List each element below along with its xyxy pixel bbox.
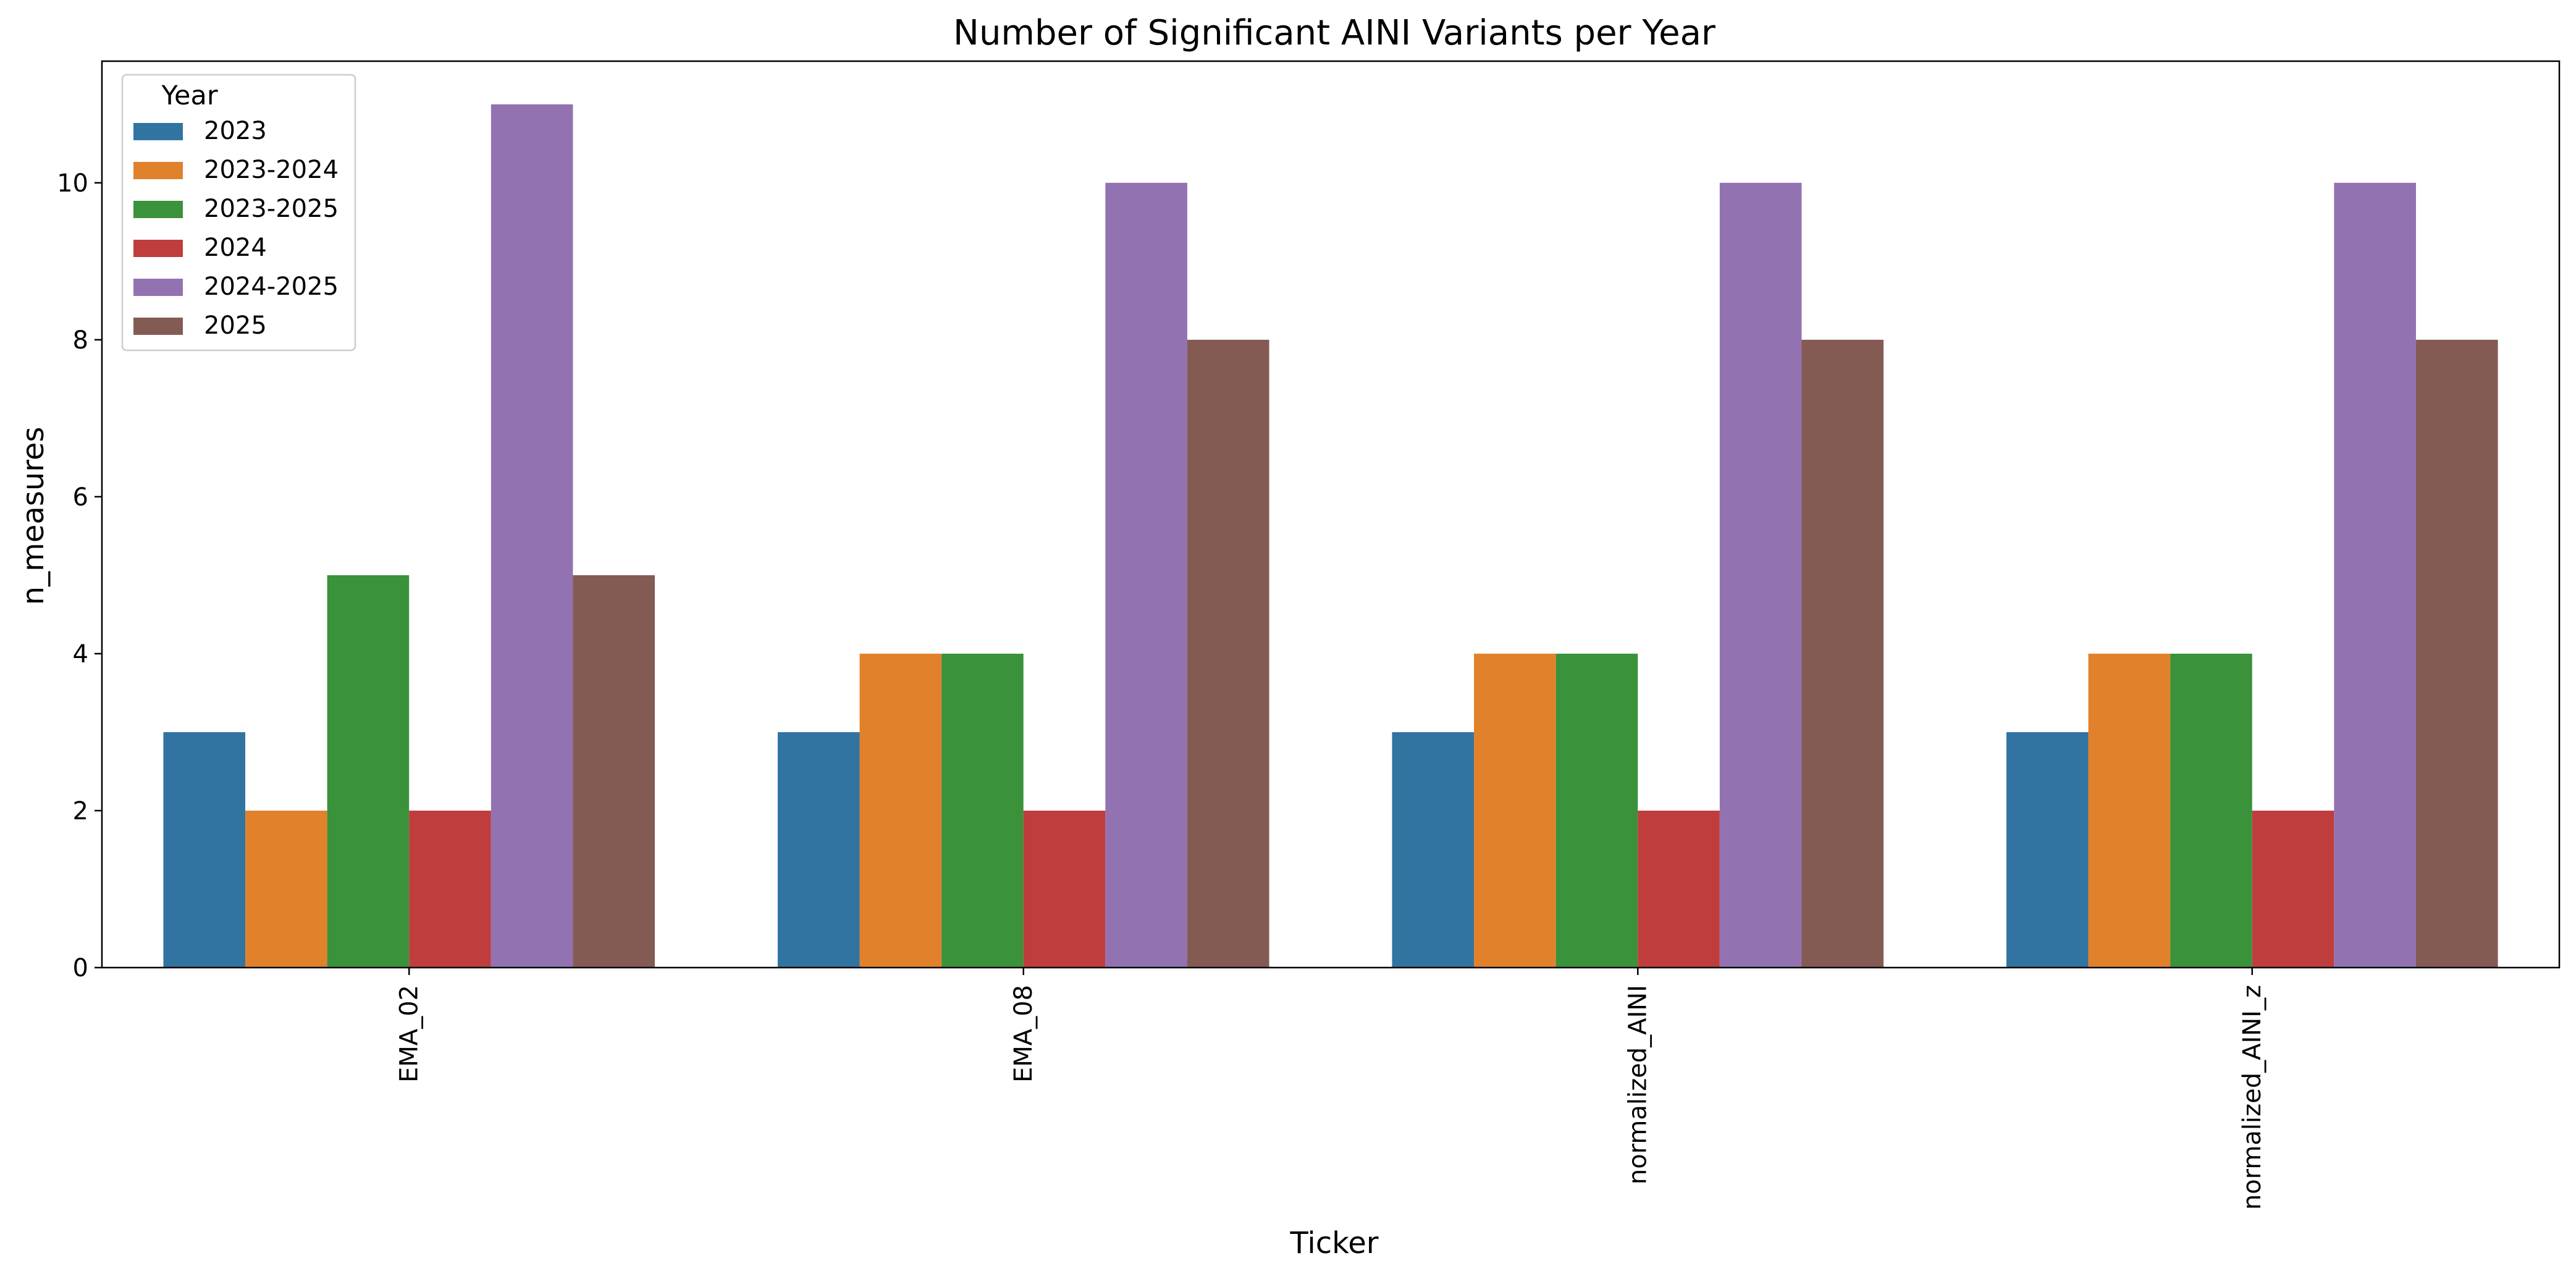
bar-ema-08-2023-2025 [941,653,1024,968]
y-tick-label: 2 [73,797,88,825]
bar-ema-08-2023-2024 [859,653,942,968]
bar-ema-08-2024 [1023,810,1106,968]
legend-swatch-2023 [133,123,183,140]
bar-ema-02-2023-2024 [245,810,327,968]
bar-ema-02-2024-2025 [490,104,573,968]
x-axis-label: Ticker [1290,1226,1379,1260]
bar-normalized-aini-z-2023-2025 [2170,653,2252,968]
bar-normalized-aini-2023 [1392,732,1475,968]
bar-ema-02-2024 [409,810,491,968]
legend-label-2024-2025: 2024-2025 [204,272,339,301]
y-tick-label: 8 [73,326,88,355]
bars-layer [163,104,2498,968]
legend-swatch-2024-2025 [133,279,183,296]
bar-ema-02-2025 [573,575,655,968]
legend-swatch-2025 [133,318,183,335]
bar-normalized-aini-z-2024 [2252,810,2334,968]
legend-label-2025: 2025 [204,311,267,340]
legend-swatch-2023-2025 [133,201,183,218]
bar-normalized-aini-z-2025 [2415,339,2498,968]
bar-normalized-aini-2023-2024 [1474,653,1556,968]
bar-ema-08-2024-2025 [1105,182,1187,968]
bar-normalized-aini-2023-2025 [1555,653,1638,968]
bar-normalized-aini-2024-2025 [1719,182,1802,968]
legend: Year 2023 2023-2024 2023-2025 2024 2024-2025 2… [121,74,356,352]
legend-title: Year [161,80,217,111]
y-tick-label: 0 [73,954,88,982]
y-tick-label: 4 [73,640,88,669]
bar-normalized-aini-2025 [1801,339,1884,968]
y-tick-label: 6 [73,483,88,512]
legend-label-2024: 2024 [204,234,267,262]
x-tick-label: EMA_08 [1009,985,1038,1083]
chart-title: Number of Significant AINI Variants per … [953,13,1716,53]
bar-normalized-aini-2024 [1638,810,1720,968]
legend-label-2023-2024: 2023-2024 [204,156,339,184]
legend-swatch-2023-2024 [133,162,183,179]
bar-ema-02-2023-2025 [327,575,410,968]
x-tick-label: normalized_AINI_z [2238,985,2267,1210]
bar-normalized-aini-z-2024-2025 [2334,182,2416,968]
axes-layer: EMA_02 EMA_08 normalized_AINI normalized_AI… [57,60,2561,1210]
bar-ema-08-2025 [1187,339,1269,968]
bar-ema-02-2023 [163,732,246,968]
plot-frame [101,60,2561,969]
bar-ema-08-2023 [777,732,860,968]
x-tick-label: EMA_02 [395,985,423,1083]
legend-label-2023-2025: 2023-2025 [204,195,339,223]
legend-swatch-2024 [133,240,183,257]
legend-label-2023: 2023 [204,117,267,145]
x-tick-label: normalized_AINI [1623,985,1652,1184]
y-tick-label: 10 [57,169,88,198]
bar-normalized-aini-z-2023 [2006,732,2089,968]
bar-normalized-aini-z-2023-2024 [2088,653,2171,968]
y-axis-label: n_measures [16,427,51,606]
